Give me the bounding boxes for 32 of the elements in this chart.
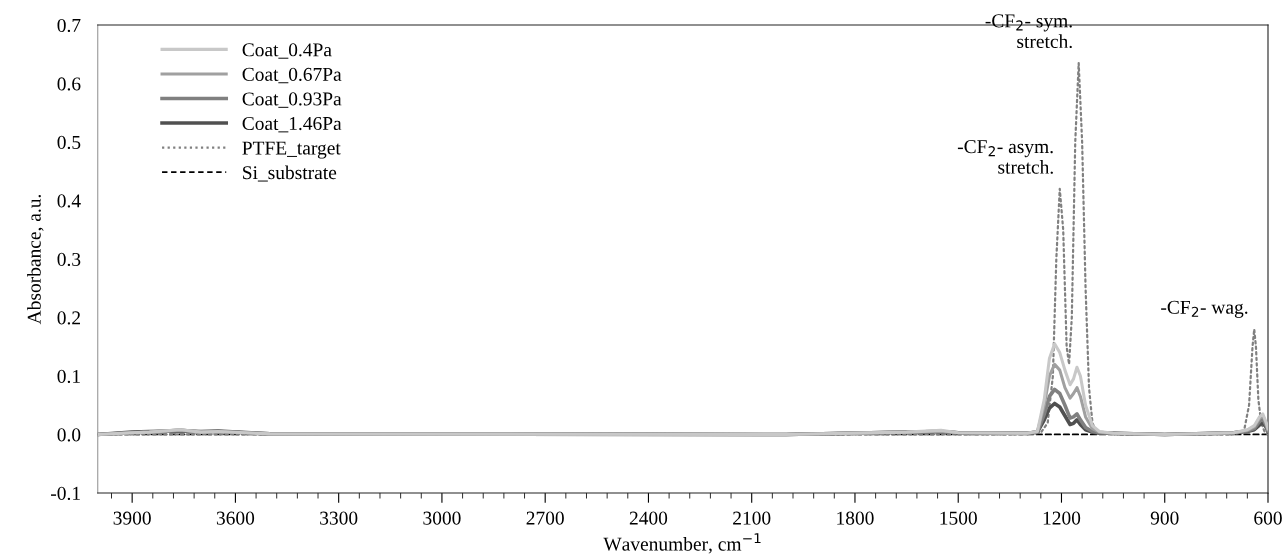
x-tick-label: 3600 [216,511,255,525]
x-tick-label: 3000 [423,511,461,525]
y-tick-label: 0.4 [57,194,81,208]
annotation: -CF$_{2}$- asym. stretch. [957,140,1053,174]
y-tick-label: 0.6 [57,77,81,91]
x-tick-label: 3300 [320,511,358,525]
legend-label: PTFE_target [242,141,341,159]
x-tick-label: 3900 [113,511,151,525]
y-tick-label: 0.0 [57,428,81,442]
legend-label: Coat_0.67Pa [242,67,342,84]
x-tick-label: 2400 [629,511,668,525]
y-tick-label: 0.2 [57,311,80,325]
x-tick-label: 900 [1150,511,1179,525]
y-tick-label: 0.1 [57,369,80,383]
legend-label: Coat_1.46Pa [242,116,342,133]
annotation: -CF$_{2}$- wag. [1161,300,1248,318]
y-tick-label: 0.3 [57,252,81,267]
y-tick-label: 0.7 [57,18,81,33]
y-axis-title: Absorbance, a.u. [27,194,44,325]
legend-label: Coat_0.93Pa [242,92,342,108]
x-axis-title: Wavenumber, cm$^{−1}$ [603,533,761,554]
x-tick-label: 1500 [940,511,977,525]
x-tick-label: 600 [1254,511,1282,525]
annotation: -CF$_{2}$- sym. stretch. [985,14,1072,49]
y-tick-label: -0.1 [51,486,80,500]
x-tick-label: 1200 [1043,511,1081,525]
legend-label: Coat_0.4Pa [242,43,332,59]
y-tick-label: 0.5 [57,135,81,150]
x-tick-label: 2700 [526,511,564,525]
x-tick-label: 2100 [733,511,771,525]
x-tick-label: 1800 [837,511,874,525]
legend-label: Si_substrate [243,165,337,182]
